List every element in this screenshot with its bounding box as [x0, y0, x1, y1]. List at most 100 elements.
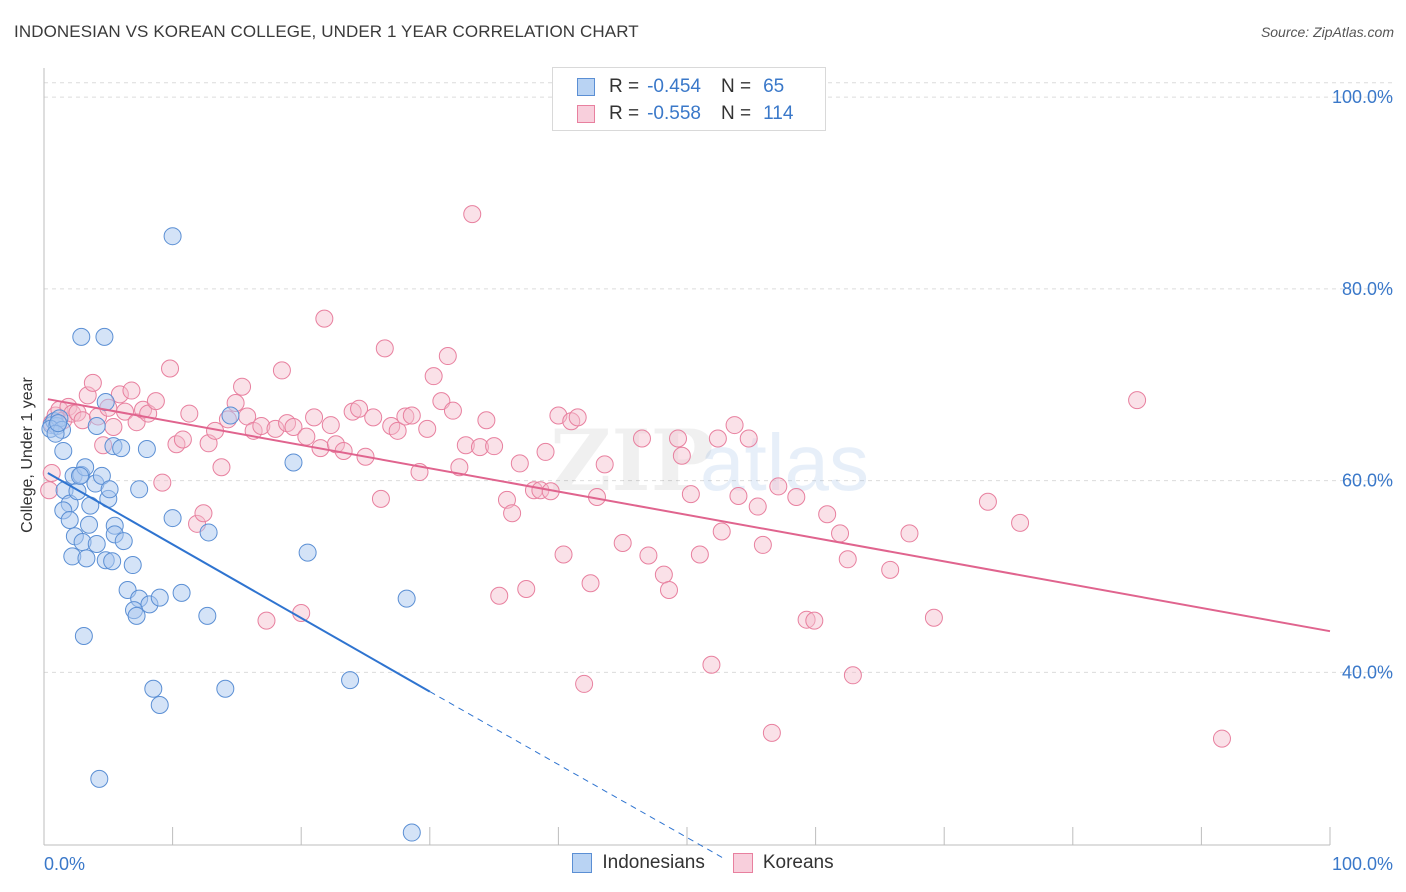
indonesians-trend-extrapolation [429, 691, 726, 860]
indonesian-point [163, 227, 182, 246]
indonesians-points [41, 227, 421, 842]
korean-point [272, 361, 291, 380]
legend-row-koreans: R = -0.558 N = 114 [553, 101, 793, 127]
korean-point [432, 392, 451, 411]
korean-point [554, 545, 573, 564]
korean-point [438, 347, 457, 366]
koreans-trend-line [47, 398, 1331, 633]
indonesian-point [199, 523, 218, 542]
korean-point [40, 481, 59, 500]
korean-point [769, 477, 788, 496]
x-tick-label: 100.0% [1332, 854, 1393, 874]
korean-point [194, 504, 213, 523]
korean-point [613, 533, 632, 552]
korean-point [490, 586, 509, 605]
korean-point [470, 438, 489, 457]
korean-point [321, 416, 340, 435]
korean-point [153, 473, 172, 492]
korean-point [581, 574, 600, 593]
korean-point [371, 489, 390, 508]
korean-point [510, 454, 529, 473]
legend-r-value: -0.454 [647, 76, 701, 97]
indonesian-point [172, 583, 191, 602]
korean-point [1212, 729, 1231, 748]
korean-point [702, 655, 721, 674]
korean-point [402, 406, 421, 425]
legend-swatch-koreans [732, 853, 753, 873]
indonesian-point [123, 556, 142, 575]
korean-point [881, 560, 900, 579]
indonesians-trend-line [47, 472, 431, 693]
korean-point [104, 417, 123, 436]
korean-point [762, 723, 781, 742]
korean-point [725, 416, 744, 435]
watermark-atlas: atlas [700, 418, 869, 507]
korean-point [805, 611, 824, 630]
indonesian-point [74, 626, 93, 645]
indonesian-point [341, 671, 360, 690]
y-tick-label: 80.0% [1342, 279, 1393, 299]
x-tick-label: 0.0% [44, 854, 85, 874]
korean-point [739, 429, 758, 448]
korean-point [843, 666, 862, 685]
korean-point [497, 490, 516, 509]
korean-point [978, 492, 997, 511]
chart-title: INDONESIAN VS KOREAN COLLEGE, UNDER 1 YE… [14, 22, 639, 41]
korean-point [180, 404, 199, 423]
korean-point [1128, 391, 1147, 410]
korean-point [443, 401, 462, 420]
korean-point [797, 610, 816, 629]
indonesian-point [114, 532, 133, 551]
korean-point [787, 487, 806, 506]
korean-point [639, 546, 658, 565]
korean-point [708, 429, 727, 448]
axes [43, 68, 1331, 846]
indonesian-point [87, 534, 106, 553]
legend-swatch-koreans [577, 105, 595, 123]
korean-point [924, 608, 943, 627]
legend-n-label: N = [720, 76, 752, 97]
korean-point [659, 580, 678, 599]
korean-point [161, 359, 180, 378]
series-legend: Indonesians Koreans [0, 852, 1406, 874]
korean-point [418, 419, 437, 438]
indonesian-point [95, 327, 114, 346]
indonesian-point [137, 440, 156, 459]
legend-item-indonesians[interactable]: Indonesians [572, 852, 705, 874]
legend-item-koreans[interactable]: Koreans [732, 852, 834, 874]
legend-swatch-indonesians [577, 78, 595, 96]
indonesian-point [72, 327, 91, 346]
indonesian-point [127, 606, 146, 625]
y-tick-labels: 100.0% 80.0% 60.0% 40.0% [1332, 87, 1393, 682]
korean-point [654, 565, 673, 584]
korean-point [173, 430, 192, 449]
korean-point [831, 524, 850, 543]
korean-point [595, 455, 614, 474]
korean-point [450, 458, 469, 477]
korean-point [233, 377, 252, 396]
y-tick-label: 100.0% [1332, 87, 1393, 107]
legend-swatch-indonesians [572, 853, 593, 873]
indonesian-point [150, 588, 169, 607]
legend-n-label: N = [720, 103, 752, 124]
legend-row-indonesians: R = -0.454 N = 65 [553, 74, 784, 100]
korean-point [712, 522, 731, 541]
indonesian-point [103, 552, 122, 571]
korean-point [503, 504, 522, 523]
indonesian-point [90, 769, 109, 788]
korean-point [284, 417, 303, 436]
legend-n-value: 114 [763, 103, 794, 124]
korean-point [110, 385, 129, 404]
indonesian-point [144, 679, 163, 698]
legend-r-value: -0.558 [647, 103, 701, 124]
korean-point [748, 497, 767, 516]
legend-n-value: 65 [763, 76, 785, 97]
trend-lines [47, 398, 1331, 860]
korean-point [463, 205, 482, 224]
legend-label-indonesians: Indonesians [602, 852, 705, 873]
korean-point [305, 408, 324, 427]
korean-point [146, 392, 165, 411]
korean-point [388, 421, 407, 440]
indonesian-point [298, 543, 317, 562]
